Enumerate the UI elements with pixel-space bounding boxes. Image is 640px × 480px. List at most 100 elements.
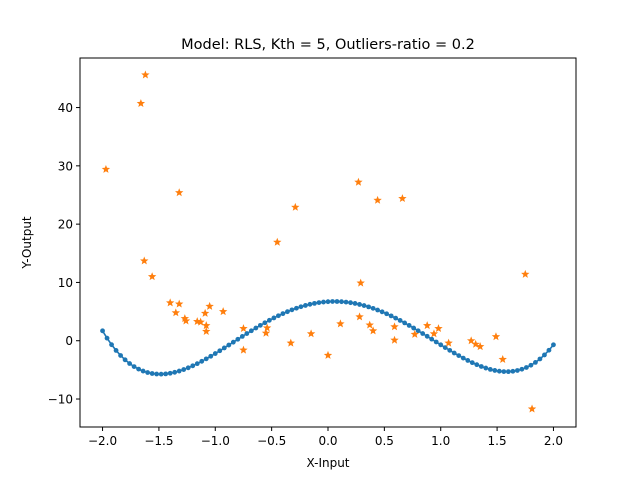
fit-point <box>474 362 480 368</box>
fit-point <box>194 361 200 367</box>
fit-point <box>140 368 146 374</box>
observed-point-star <box>355 312 364 321</box>
fit-point <box>262 320 268 326</box>
observed-point-star <box>336 319 345 328</box>
observed-point-star <box>175 299 184 308</box>
axes-frame <box>79 57 577 428</box>
fit-point <box>397 318 403 323</box>
fit-point <box>239 334 245 339</box>
observed-point-star <box>239 324 248 333</box>
fit-point <box>505 369 511 375</box>
observed-point-star <box>354 177 363 186</box>
fit-point <box>118 353 123 358</box>
fit-point <box>429 336 435 342</box>
observed-point-star <box>491 332 501 341</box>
fit-point <box>280 311 286 317</box>
fit-point <box>551 342 556 348</box>
fit-point <box>145 370 151 375</box>
observed-point-star <box>262 323 272 332</box>
x-tick-label: −2.0 <box>88 434 117 448</box>
observed-point-star <box>239 345 248 354</box>
observed-point-star <box>166 298 175 307</box>
y-tick-label: 30 <box>58 159 73 173</box>
fit-point <box>271 315 277 321</box>
fit-point <box>221 345 227 351</box>
fit-point <box>266 317 272 323</box>
observed-point-star <box>390 322 399 331</box>
fit-point <box>154 371 160 377</box>
fit-point <box>343 299 349 305</box>
observed-point-star <box>476 342 485 351</box>
fit-point <box>136 366 142 372</box>
fit-point <box>257 322 263 328</box>
y-tick-label: −10 <box>48 393 73 407</box>
y-tick-label: 20 <box>58 218 73 232</box>
fit-point <box>528 362 534 368</box>
observed-point-star <box>286 338 295 347</box>
observed-point-star <box>202 321 211 330</box>
fit-point <box>546 347 552 353</box>
y-tick-label: 40 <box>58 101 73 115</box>
fit-point <box>285 309 290 315</box>
fit-point <box>366 304 371 310</box>
fit-point <box>104 335 110 341</box>
fit-point <box>406 323 412 328</box>
plot-area <box>100 70 556 413</box>
fit-point <box>158 371 164 377</box>
observed-point-star <box>101 164 111 173</box>
fit-point <box>348 300 353 306</box>
fit-point <box>533 360 538 365</box>
fit-point <box>172 369 178 375</box>
fit-point <box>542 352 547 358</box>
fit-point <box>492 368 498 373</box>
x-tick-label: −1.0 <box>201 434 230 448</box>
observed-point-star <box>202 327 211 335</box>
fit-point <box>483 365 489 371</box>
observed-point-star <box>291 202 300 211</box>
observed-point-star <box>141 70 150 79</box>
fit-point <box>307 301 313 307</box>
fit-point <box>226 342 232 348</box>
fit-point <box>100 328 105 334</box>
observed-point-star <box>498 354 507 363</box>
fit-point <box>325 299 331 305</box>
fit-point <box>384 311 390 317</box>
observed-point-star <box>365 320 374 329</box>
fit-point <box>127 361 132 366</box>
observed-point-star <box>200 308 210 317</box>
fit-point <box>469 360 475 366</box>
fit-point <box>510 368 516 374</box>
observed-point-star <box>527 404 537 413</box>
observed-point-star <box>373 195 382 204</box>
fit-point <box>415 328 421 334</box>
fit-point <box>208 353 214 359</box>
fit-point <box>379 309 385 315</box>
fit-point <box>217 348 223 354</box>
observed-point-star <box>136 99 146 108</box>
fit-point <box>131 364 137 369</box>
fit-point <box>370 305 376 311</box>
observed-point-star <box>181 316 191 325</box>
fit-point <box>357 302 362 307</box>
x-tick-label: −1.5 <box>144 434 173 448</box>
fit-point <box>438 342 444 348</box>
observed-point-star <box>390 335 399 344</box>
x-tick-label: 0.5 <box>375 434 394 448</box>
fit-point <box>352 301 358 306</box>
fit-point <box>199 358 205 364</box>
fit-point <box>519 366 525 372</box>
fit-point <box>312 300 317 306</box>
fit-point <box>460 355 466 361</box>
observed-point-star <box>410 329 419 338</box>
observed-point-star <box>147 272 157 281</box>
y-tick-label: 0 <box>65 334 73 348</box>
observed-point-star <box>140 256 149 265</box>
observed-point-star <box>261 328 271 337</box>
fit-point <box>537 356 543 362</box>
fit-point <box>420 331 426 336</box>
fit-point <box>451 350 457 356</box>
fit-point <box>167 370 173 376</box>
fit-point <box>402 320 408 326</box>
fit-point <box>149 371 155 376</box>
